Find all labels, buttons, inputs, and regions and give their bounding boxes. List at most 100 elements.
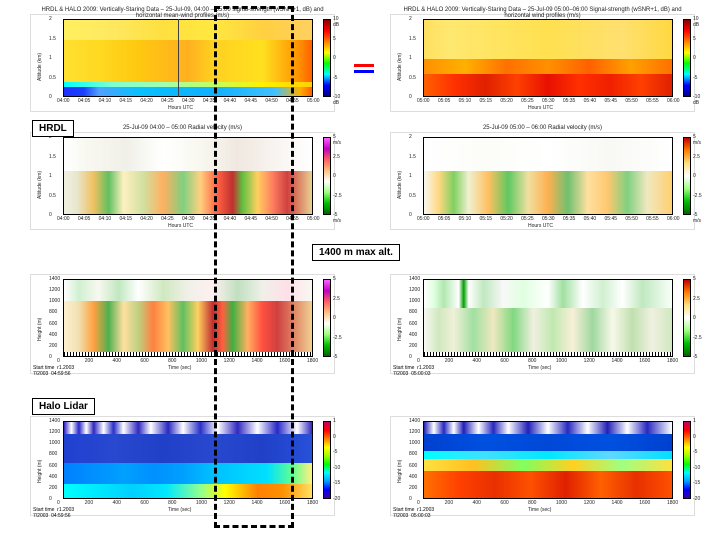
plot-area — [423, 421, 673, 499]
x-tick: 05:05 — [438, 98, 451, 104]
colorbar — [323, 421, 331, 499]
x-tick: 04:10 — [99, 216, 112, 222]
panel-p5: Height (m)Time (sec)02004006008001000120… — [30, 274, 335, 374]
y-axis-label: Altitude (km) — [37, 171, 43, 199]
x-tick: 0 — [57, 358, 60, 364]
y-tick: 0 — [49, 94, 52, 100]
x-tick: 05:45 — [605, 216, 618, 222]
x-tick: 05:20 — [500, 98, 513, 104]
panel-p3: 25-Jul-09 04:00 – 05:00 Radial velocity … — [30, 132, 335, 230]
colorbar-tick: 2.5 — [333, 154, 340, 160]
x-tick: 1800 — [667, 358, 678, 364]
colorbar-tick: -15 — [693, 480, 700, 486]
x-tick: 1600 — [279, 358, 290, 364]
colorbar — [323, 279, 331, 357]
colorbar-tick: 0 — [693, 315, 696, 321]
colorbar-tick: -5 m/s — [693, 212, 701, 224]
y-tick: 200 — [49, 343, 57, 349]
x-tick: 400 — [113, 500, 121, 506]
colorbar-tick: -5 — [333, 75, 337, 81]
x-tick: 04:30 — [182, 216, 195, 222]
x-tick: 05:35 — [563, 98, 576, 104]
x-tick: 200 — [85, 500, 93, 506]
panel-footer: Start time r1.2003 7/2003 05:00:03 — [393, 365, 434, 377]
x-tick: 400 — [113, 358, 121, 364]
panel-title: HRDL & HALO 2009: Vertically-Staring Dat… — [391, 7, 694, 19]
x-tick: 05:50 — [625, 98, 638, 104]
panel-footer: Start time r1.2003 7/2003 05:00:03 — [393, 507, 434, 519]
x-tick: 04:05 — [78, 216, 91, 222]
colorbar-tick: 5 m/s — [333, 134, 341, 146]
y-tick: 200 — [409, 485, 417, 491]
x-tick: 05:40 — [584, 216, 597, 222]
x-tick: 05:45 — [605, 98, 618, 104]
colorbar-tick: -10 dB — [333, 94, 340, 106]
y-axis-label: Altitude (km) — [37, 53, 43, 81]
y-tick: 1000 — [49, 440, 60, 446]
y-tick: 1000 — [49, 298, 60, 304]
y-tick: 2 — [409, 16, 412, 22]
x-tick: 04:50 — [265, 98, 278, 104]
colorbar-tick: 10 dB — [693, 16, 699, 28]
colorbar-tick: -5 — [693, 354, 697, 360]
x-tick: 600 — [140, 358, 148, 364]
x-tick: 05:00 — [307, 216, 320, 222]
equals-icon — [354, 64, 374, 76]
colorbar-tick: -5 — [693, 449, 697, 455]
plot-area — [63, 279, 313, 357]
y-tick: 0 — [409, 354, 412, 360]
y-axis-label: Altitude (km) — [397, 171, 403, 199]
y-tick: 600 — [49, 463, 57, 469]
y-axis-label: Height (m) — [37, 318, 43, 341]
colorbar-tick: -15 — [333, 480, 340, 486]
colorbar-tick: -5 — [333, 354, 337, 360]
colorbar-tick: 0 — [693, 173, 696, 179]
x-tick: 05:20 — [500, 216, 513, 222]
y-tick: 0 — [409, 94, 412, 100]
panel-p6: Height (m)Time (sec)02004006008001000120… — [390, 274, 695, 374]
y-tick: 800 — [49, 309, 57, 315]
y-axis-label: Height (m) — [397, 318, 403, 341]
colorbar — [323, 137, 331, 215]
x-tick: 05:35 — [563, 216, 576, 222]
colorbar-tick: 5 — [333, 36, 336, 42]
x-tick: 1800 — [667, 500, 678, 506]
colorbar-tick: 2.5 — [693, 154, 700, 160]
x-tick: 1800 — [307, 358, 318, 364]
y-axis-label: Height (m) — [37, 460, 43, 483]
x-tick: 1200 — [224, 500, 235, 506]
colorbar-tick: -20 — [693, 496, 700, 502]
x-tick: 04:25 — [161, 216, 174, 222]
colorbar — [683, 421, 691, 499]
y-tick: 1.5 — [49, 154, 56, 160]
y-tick: 600 — [409, 321, 417, 327]
x-tick: 05:25 — [521, 98, 534, 104]
y-tick: 1400 — [409, 418, 420, 424]
x-tick: 04:15 — [120, 216, 133, 222]
y-tick: 400 — [409, 474, 417, 480]
y-tick: 1 — [409, 173, 412, 179]
y-tick: 1 — [49, 173, 52, 179]
plot-area — [63, 137, 313, 215]
colorbar-tick: 5 — [333, 276, 336, 282]
y-tick: 1 — [49, 55, 52, 61]
colorbar-tick: 0 — [333, 55, 336, 61]
y-tick: 0 — [49, 496, 52, 502]
plot-area — [63, 421, 313, 499]
x-tick: 04:20 — [140, 98, 153, 104]
colorbar-tick: 5 m/s — [693, 134, 701, 146]
plot-area — [423, 137, 673, 215]
x-tick: 200 — [85, 358, 93, 364]
colorbar-tick: -2.5 — [333, 335, 342, 341]
colorbar — [683, 137, 691, 215]
x-tick: 04:30 — [182, 98, 195, 104]
hrdl-label: HRDL — [39, 123, 67, 134]
equals-bottom-bar — [354, 70, 374, 73]
x-tick: 04:05 — [78, 98, 91, 104]
x-tick: 400 — [473, 358, 481, 364]
y-tick: 2 — [409, 134, 412, 140]
x-tick: 1200 — [224, 358, 235, 364]
colorbar-tick: 1 — [693, 418, 696, 424]
x-tick: 05:15 — [480, 98, 493, 104]
x-tick: 1000 — [196, 500, 207, 506]
